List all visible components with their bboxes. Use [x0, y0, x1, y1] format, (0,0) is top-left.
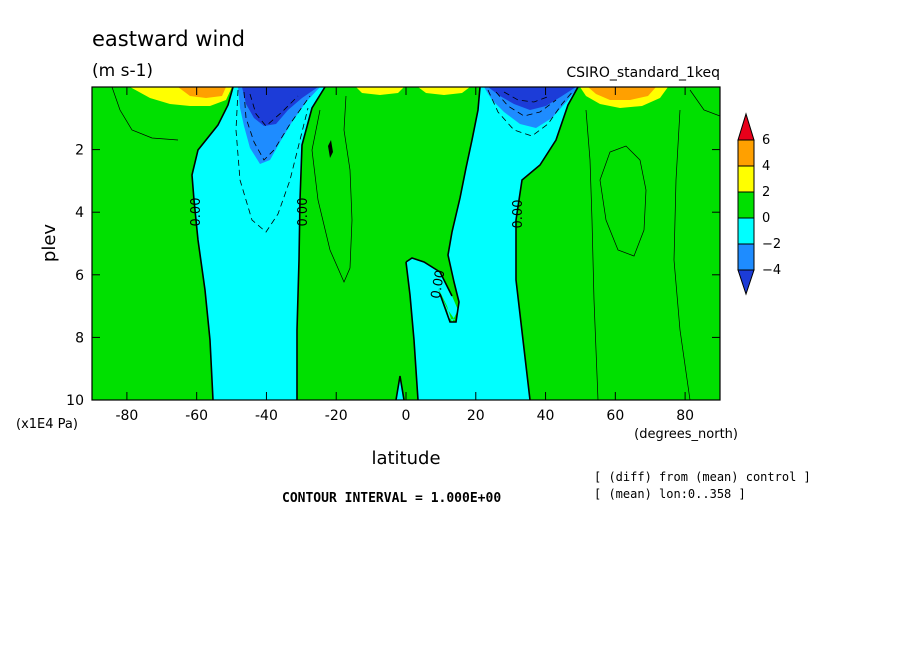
colorbar-label: −4 [762, 263, 781, 278]
positive-wind-field [92, 87, 720, 400]
x-axis-units: (degrees_north) [634, 427, 738, 442]
positive-patch-2-core [588, 87, 656, 100]
negative-contours [235, 89, 575, 233]
x-axis-label: latitude [371, 448, 440, 469]
x-tick-label: -80 [115, 408, 138, 424]
x-tick-label: -20 [325, 408, 348, 424]
x-tick-label: 20 [467, 408, 485, 424]
y-tick-label: 4 [75, 205, 84, 221]
contour-interval-text: CONTOUR INTERVAL = 1.000E+00 [282, 491, 501, 506]
y-axis: 2 4 6 8 10 [66, 143, 720, 409]
x-axis: -80 -60 -40 -20 0 20 40 60 80 [115, 87, 694, 424]
jet-core-north-inner [488, 87, 576, 110]
contour-label-group: 0.00 0.00 0.00 0.00 [189, 198, 526, 300]
y-tick-label: 6 [75, 268, 84, 284]
negative-spike [396, 376, 404, 400]
zero-contours [191, 87, 579, 400]
chart-title: eastward wind [92, 27, 245, 51]
colorbar-bottom-arrow [737, 269, 755, 296]
colorbar-top-arrow [737, 112, 755, 141]
colorbar-label: 4 [762, 159, 770, 174]
jet-core-south-inner [242, 87, 318, 126]
contour-label: 0.00 [511, 200, 526, 229]
colorbar-swatch [737, 165, 755, 193]
y-axis-units: (x1E4 Pa) [16, 417, 78, 432]
y-tick-label: 2 [75, 143, 84, 159]
colorbar-swatch [737, 139, 755, 167]
negative-band-equatorial [406, 87, 578, 400]
y-axis-label: plev [39, 224, 60, 263]
positive-patch-3 [356, 87, 404, 95]
colorbar-label: 0 [762, 211, 770, 226]
chart-units: (m s-1) [92, 61, 153, 81]
plot-area [91, 86, 721, 401]
x-tick-label: 0 [402, 408, 411, 424]
note-diff: [ (diff) from (mean) control ] [594, 470, 811, 484]
positive-contours [111, 87, 720, 400]
y-tick-label: 10 [66, 393, 84, 409]
colorbar-swatch [737, 217, 755, 245]
chart-subtitle: CSIRO_standard_1keq [566, 65, 720, 81]
small-feature [328, 140, 333, 158]
colorbar-swatch [737, 191, 755, 219]
colorbar-label: −2 [762, 237, 781, 252]
x-tick-label: -60 [185, 408, 208, 424]
colorbar: 6 4 2 0 −2 −4 [737, 112, 781, 296]
x-tick-label: 60 [606, 408, 624, 424]
colorbar-swatch [737, 243, 755, 271]
x-tick-label: 80 [676, 408, 694, 424]
note-mean: [ (mean) lon:0..358 ] [594, 487, 746, 501]
colorbar-label: 6 [762, 133, 770, 148]
negative-band-southern [192, 87, 325, 400]
positive-patch-1-core [178, 87, 226, 98]
contour-label: 0.00 [429, 269, 449, 300]
positive-patch-4 [418, 87, 470, 95]
contour-label: 0.00 [189, 198, 204, 227]
y-tick-label: 8 [75, 330, 84, 346]
contour-label: 0.00 [296, 198, 311, 227]
colorbar-label: 2 [762, 185, 770, 200]
x-tick-label: 40 [537, 408, 555, 424]
x-tick-label: -40 [255, 408, 278, 424]
